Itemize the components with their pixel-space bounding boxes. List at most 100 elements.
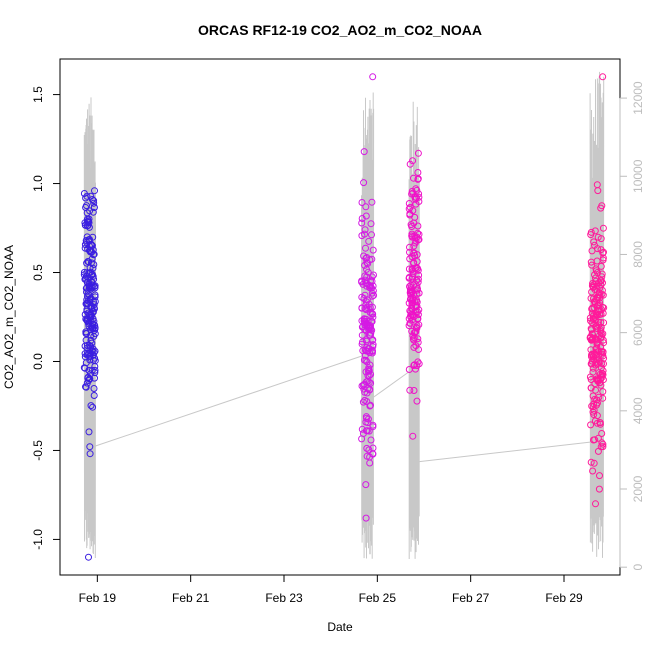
data-point bbox=[590, 238, 598, 246]
data-point bbox=[363, 337, 370, 345]
data-point bbox=[90, 385, 98, 392]
data-point bbox=[415, 321, 423, 329]
data-point bbox=[85, 237, 93, 245]
data-point bbox=[83, 222, 91, 230]
altitude-transit-line bbox=[95, 355, 362, 447]
data-point bbox=[598, 439, 606, 447]
data-point bbox=[360, 179, 368, 187]
data-point bbox=[414, 338, 422, 346]
data-point bbox=[408, 253, 416, 261]
data-point bbox=[364, 260, 372, 267]
data-point bbox=[409, 157, 417, 165]
data-point bbox=[361, 388, 369, 396]
y-tick-label: 0.5 bbox=[31, 264, 45, 281]
data-point bbox=[84, 292, 91, 300]
data-point bbox=[84, 217, 92, 225]
data-point bbox=[91, 293, 99, 301]
data-point bbox=[87, 268, 95, 276]
data-point bbox=[368, 231, 375, 239]
data-point bbox=[90, 199, 98, 207]
data-point bbox=[588, 360, 596, 368]
data-point bbox=[361, 305, 369, 312]
data-point bbox=[369, 444, 377, 452]
data-point bbox=[598, 202, 606, 210]
data-point bbox=[596, 284, 604, 292]
x-axis: Feb 19 Feb 21 Feb 23 Feb 25 Feb 27 Feb 29 bbox=[79, 574, 583, 605]
data-point bbox=[593, 355, 601, 363]
data-point bbox=[594, 378, 602, 385]
data-point bbox=[91, 325, 99, 333]
data-point bbox=[368, 289, 376, 297]
data-point bbox=[81, 241, 89, 249]
data-point bbox=[593, 311, 601, 319]
data-point bbox=[411, 361, 418, 369]
data-point bbox=[406, 283, 413, 290]
y-tick-label: -1.0 bbox=[31, 529, 45, 550]
data-point bbox=[358, 199, 366, 206]
data-point bbox=[361, 276, 369, 284]
data-point bbox=[589, 392, 597, 400]
data-point bbox=[587, 421, 595, 429]
data-point bbox=[590, 459, 598, 467]
secondary-y-axis: 0 2000 4000 6000 8000 10000 12000 bbox=[619, 81, 645, 571]
data-point bbox=[86, 443, 94, 451]
data-point bbox=[91, 363, 99, 370]
data-point bbox=[358, 277, 366, 285]
data-point bbox=[368, 198, 376, 206]
data-point bbox=[599, 249, 607, 257]
x-tick-label: Feb 23 bbox=[265, 591, 303, 605]
chart-title: ORCAS RF12-19 CO2_AO2_m_CO2_NOAA bbox=[198, 22, 482, 38]
data-point bbox=[360, 356, 368, 364]
altitude-transit-line bbox=[373, 371, 410, 398]
data-point bbox=[84, 258, 92, 265]
data-point bbox=[364, 347, 372, 355]
data-point bbox=[588, 261, 596, 269]
data-point bbox=[358, 331, 366, 339]
data-point bbox=[592, 267, 600, 275]
data-point bbox=[593, 344, 601, 352]
data-point bbox=[361, 230, 368, 238]
data-point bbox=[408, 327, 416, 335]
data-point bbox=[359, 347, 367, 355]
data-point bbox=[362, 315, 370, 323]
data-point bbox=[599, 254, 607, 262]
y-tick-label: 1.5 bbox=[31, 86, 45, 103]
data-point bbox=[588, 319, 596, 327]
data-point bbox=[369, 421, 377, 429]
data-point bbox=[599, 394, 607, 402]
data-point bbox=[409, 294, 417, 302]
data-point bbox=[83, 202, 90, 210]
x-tick-label: Feb 25 bbox=[359, 591, 397, 605]
data-point bbox=[90, 332, 98, 340]
data-point bbox=[406, 255, 414, 263]
data-point bbox=[596, 419, 604, 427]
data-point bbox=[363, 414, 370, 422]
data-point bbox=[414, 335, 422, 343]
data-point bbox=[362, 418, 370, 426]
data-point bbox=[365, 365, 373, 373]
data-point bbox=[369, 73, 377, 81]
data-point bbox=[587, 228, 595, 236]
data-point bbox=[600, 319, 608, 327]
data-point bbox=[594, 434, 602, 442]
data-point bbox=[85, 318, 93, 326]
data-point bbox=[587, 317, 594, 325]
data-point bbox=[370, 271, 377, 279]
data-point bbox=[408, 187, 416, 195]
data-point bbox=[362, 203, 370, 211]
data-point bbox=[359, 398, 367, 406]
data-point bbox=[88, 339, 96, 347]
data-point bbox=[365, 325, 373, 332]
y2-tick-label: 6000 bbox=[631, 319, 645, 346]
data-point bbox=[362, 244, 369, 252]
data-point bbox=[414, 285, 421, 293]
data-point bbox=[592, 358, 600, 366]
data-point bbox=[408, 275, 416, 283]
data-point bbox=[362, 306, 370, 314]
data-point bbox=[365, 427, 373, 435]
x-tick-label: Feb 19 bbox=[79, 591, 117, 605]
data-point bbox=[85, 428, 93, 436]
data-point bbox=[410, 387, 418, 394]
data-point bbox=[89, 315, 97, 323]
data-point bbox=[596, 292, 604, 299]
